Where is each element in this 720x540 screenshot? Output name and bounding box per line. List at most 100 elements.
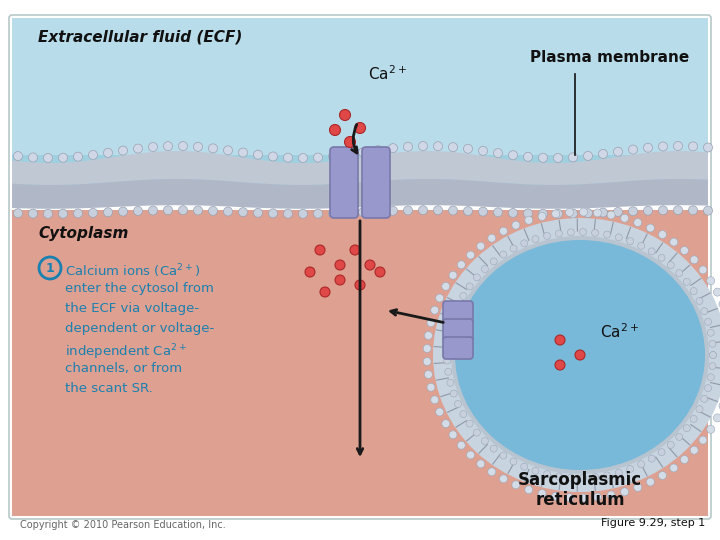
Circle shape [313,153,323,162]
Circle shape [616,469,622,476]
Circle shape [359,207,367,217]
Circle shape [659,231,667,239]
Circle shape [403,206,413,215]
Circle shape [670,238,678,246]
Circle shape [508,208,518,218]
Circle shape [253,150,263,159]
Circle shape [709,352,716,359]
Text: Ca$^{2+}$: Ca$^{2+}$ [600,322,639,341]
Circle shape [554,153,562,163]
Circle shape [29,209,37,218]
Circle shape [603,231,611,238]
Circle shape [479,146,487,156]
Circle shape [89,208,97,218]
Circle shape [133,206,143,215]
Circle shape [603,472,611,479]
Circle shape [305,267,315,277]
Circle shape [567,229,575,236]
Text: independent Ca$^{2+}$: independent Ca$^{2+}$ [65,342,187,362]
Circle shape [555,335,565,345]
Circle shape [629,145,637,154]
Circle shape [667,441,674,448]
Circle shape [449,206,457,215]
Text: channels, or from: channels, or from [65,362,182,375]
Circle shape [490,258,498,265]
Bar [12,18,708,155]
Circle shape [14,152,22,160]
Circle shape [544,471,551,478]
Circle shape [673,141,683,151]
Circle shape [705,384,711,391]
Circle shape [194,206,202,215]
Circle shape [521,240,528,247]
Text: Figure 9.29, step 1: Figure 9.29, step 1 [600,518,705,528]
Circle shape [634,219,642,227]
Circle shape [696,298,703,305]
Circle shape [714,414,720,422]
Circle shape [690,415,697,422]
Circle shape [454,401,462,408]
Circle shape [621,488,629,496]
Circle shape [538,212,546,220]
Circle shape [616,234,622,241]
Circle shape [659,471,667,480]
Circle shape [442,420,450,428]
Circle shape [487,468,496,476]
Circle shape [238,208,248,217]
Text: Copyright © 2010 Pearson Education, Inc.: Copyright © 2010 Pearson Education, Inc. [20,520,226,530]
Circle shape [447,324,454,330]
Circle shape [427,319,435,327]
Circle shape [14,209,22,218]
Circle shape [450,313,457,320]
Circle shape [644,143,652,152]
Circle shape [696,406,703,413]
Circle shape [442,282,450,291]
Circle shape [683,278,690,285]
Circle shape [647,478,654,486]
Circle shape [104,148,112,157]
Circle shape [238,148,248,157]
Circle shape [532,235,539,242]
Circle shape [328,209,338,218]
Circle shape [343,208,353,217]
Circle shape [473,274,480,281]
Circle shape [454,302,462,309]
Circle shape [554,210,562,218]
Circle shape [580,208,588,216]
FancyBboxPatch shape [362,147,390,218]
Circle shape [673,206,683,215]
Circle shape [344,137,356,147]
Circle shape [374,146,382,154]
Circle shape [707,329,714,336]
Circle shape [569,209,577,218]
Circle shape [477,460,485,468]
Circle shape [427,383,435,392]
Circle shape [374,207,382,216]
Ellipse shape [433,218,720,492]
Circle shape [607,491,615,499]
Circle shape [703,143,713,152]
Circle shape [269,152,277,161]
Circle shape [340,110,351,120]
Text: Plasma membrane: Plasma membrane [530,50,689,65]
Circle shape [676,434,683,441]
Circle shape [29,153,37,162]
Circle shape [449,143,457,152]
Circle shape [647,224,654,232]
Circle shape [433,206,443,215]
Circle shape [714,288,720,296]
Circle shape [284,153,292,162]
Circle shape [709,340,716,347]
Circle shape [593,493,601,501]
Circle shape [299,153,307,163]
Circle shape [313,209,323,218]
Circle shape [670,464,678,472]
Circle shape [423,345,431,353]
Circle shape [508,151,518,160]
Circle shape [269,209,277,218]
Circle shape [335,275,345,285]
Circle shape [148,143,158,152]
Circle shape [460,410,467,417]
Circle shape [473,429,480,436]
Circle shape [359,148,367,157]
